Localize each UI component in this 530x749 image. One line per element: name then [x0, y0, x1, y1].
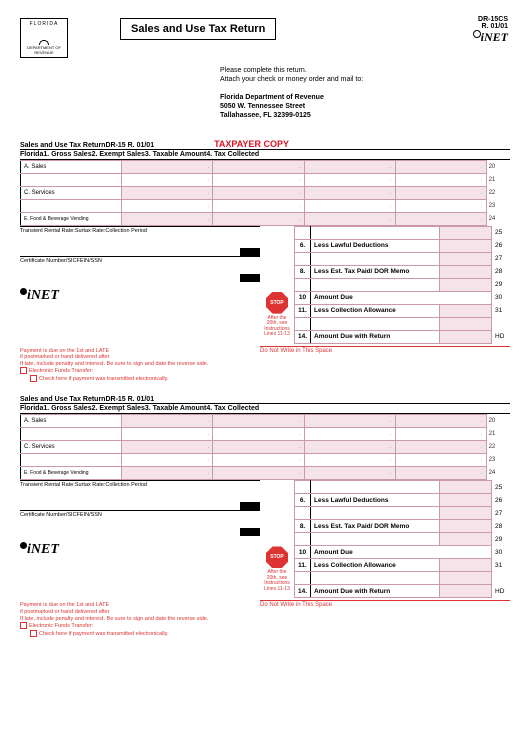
column-headers: Florida1. Gross Sales2. Exempt Sales3. T…: [20, 149, 510, 160]
eft-check2[interactable]: [30, 375, 37, 382]
eft-checkbox[interactable]: [20, 622, 27, 629]
eft-checkbox[interactable]: [20, 367, 27, 374]
form-title: Sales and Use Tax Return: [120, 18, 276, 40]
form-rev: R. 01/01: [473, 23, 508, 30]
inet-logo: iNET: [20, 288, 260, 304]
copy-1: Sales and Use Tax ReturnDR-15 R. 01/01 T…: [20, 139, 510, 383]
inet-logo: iNET: [20, 542, 260, 558]
florida-dor-logo: FLORIDA DEPARTMENT OF REVENUE: [20, 18, 68, 58]
stop-icon: STOP: [266, 546, 288, 568]
payment-due-note: Payment is due on the 1st and LATE if po…: [20, 348, 260, 383]
notch-icon: [240, 274, 260, 282]
form-id: DR-15CS: [473, 16, 508, 23]
inet-brand-top: iNET: [473, 30, 508, 45]
taxpayer-copy-watermark: TAXPAYER COPY: [214, 139, 289, 149]
column-headers: Florida1. Gross Sales2. Exempt Sales3. T…: [20, 403, 510, 414]
deductions-table: 25 6.Less Lawful Deductions26 27 8.Less …: [294, 226, 510, 344]
cert-label: Certificate Number/SICFEIN/SSN: [20, 256, 260, 264]
main-grid: A. Sales....20 ....21 C. Services....22 …: [20, 160, 510, 226]
copy-title: Sales and Use Tax ReturnDR-15 R. 01/01: [20, 396, 154, 403]
stop-text: After the20th, seeInstructionsLines 11-1…: [260, 316, 294, 338]
transient-label: Transient Rental Rate:Surtax Rate:Collec…: [20, 226, 260, 234]
notch-icon: [240, 248, 260, 256]
stop-icon: STOP: [266, 292, 288, 314]
eft-check2[interactable]: [30, 630, 37, 637]
do-not-write: Do Not Write in This Space: [260, 600, 510, 637]
form-id-block: DR-15CS R. 01/01 iNET: [473, 16, 508, 45]
copy-2: Sales and Use Tax ReturnDR-15 R. 01/01 F…: [20, 396, 510, 637]
payment-due-note: Payment is due on the 1st and LATE if po…: [20, 602, 260, 637]
copy-title: Sales and Use Tax ReturnDR-15 R. 01/01: [20, 142, 154, 149]
do-not-write: Do Not Write in This Space: [260, 346, 510, 383]
mailing-address: Please complete this return. Attach your…: [220, 66, 510, 121]
